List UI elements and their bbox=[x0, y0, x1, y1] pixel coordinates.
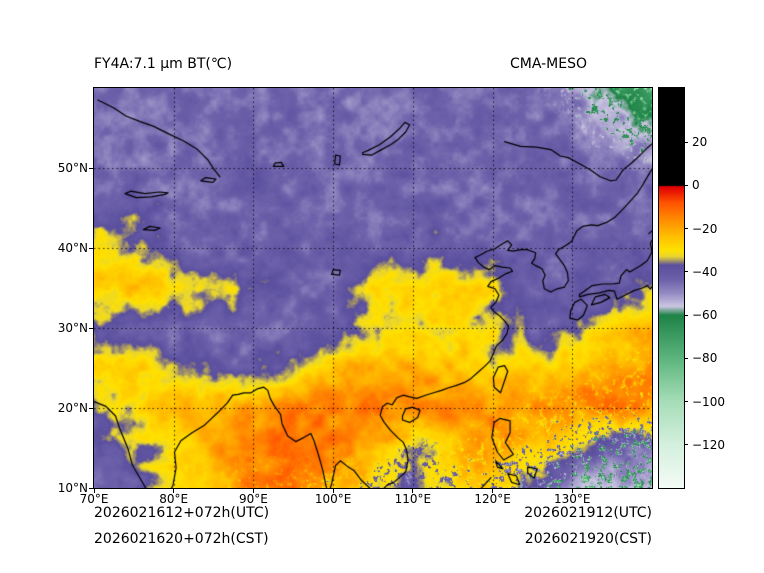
y-tick-label: 50°N bbox=[57, 161, 88, 175]
y-tick-mark bbox=[89, 407, 93, 409]
x-tick-mark bbox=[173, 489, 175, 493]
colorbar-tick-label: 0 bbox=[692, 178, 700, 193]
colorbar-tick-mark bbox=[684, 228, 688, 230]
colorbar-tick-label: −120 bbox=[692, 437, 725, 452]
colorbar-tick-label: 20 bbox=[692, 135, 708, 150]
x-tick-mark bbox=[93, 489, 95, 493]
x-tick-label: 120°E bbox=[474, 492, 511, 506]
colorbar-tick-label: −100 bbox=[692, 394, 725, 409]
y-tick-mark bbox=[89, 327, 93, 329]
x-tick-mark bbox=[492, 489, 494, 493]
colorbar-frame bbox=[658, 87, 685, 489]
colorbar-tick-mark bbox=[684, 141, 688, 143]
y-tick-label: 30°N bbox=[57, 321, 88, 335]
x-tick-mark bbox=[412, 489, 414, 493]
colorbar-tick-mark bbox=[684, 314, 688, 316]
x-tick-mark bbox=[332, 489, 334, 493]
y-tick-mark bbox=[89, 167, 93, 169]
x-tick-label: 130°E bbox=[554, 492, 591, 506]
x-tick-mark bbox=[571, 489, 573, 493]
init-time-cst: 2026021620+072h(CST) bbox=[94, 531, 269, 547]
x-tick-label: 90°E bbox=[238, 492, 268, 506]
y-tick-label: 40°N bbox=[57, 241, 88, 255]
init-time-utc: 2026021612+072h(UTC) bbox=[94, 505, 270, 521]
colorbar-tick-label: −40 bbox=[692, 264, 718, 279]
y-tick-label: 10°N bbox=[57, 481, 88, 495]
bt-field-map bbox=[94, 88, 652, 488]
y-tick-mark bbox=[89, 247, 93, 249]
colorbar-tick-mark bbox=[684, 444, 688, 446]
colorbar-tick-label: −80 bbox=[692, 351, 718, 366]
colorbar-tick-mark bbox=[684, 184, 688, 186]
map-plot-frame bbox=[93, 87, 653, 489]
x-tick-label: 100°E bbox=[314, 492, 352, 506]
valid-time-utc: 2026021912(UTC) bbox=[524, 505, 652, 521]
valid-time-cst: 2026021920(CST) bbox=[524, 531, 652, 547]
colorbar-tick-label: −20 bbox=[692, 221, 718, 236]
colorbar-tick-mark bbox=[684, 271, 688, 273]
y-tick-label: 20°N bbox=[57, 401, 88, 415]
x-tick-label: 110°E bbox=[394, 492, 432, 506]
y-tick-mark bbox=[89, 487, 93, 489]
colorbar-tick-mark bbox=[684, 401, 688, 402]
x-tick-label: 80°E bbox=[159, 492, 189, 506]
colorbar bbox=[659, 88, 684, 488]
x-tick-mark bbox=[252, 489, 254, 493]
colorbar-tick-label: −60 bbox=[692, 308, 718, 323]
model-name-title: CMA-MESO bbox=[510, 56, 588, 72]
plot-title: FY4A:7.1 μm BT(℃) bbox=[94, 56, 233, 72]
colorbar-tick-mark bbox=[684, 357, 688, 359]
x-tick-label: 70°E bbox=[79, 492, 109, 506]
